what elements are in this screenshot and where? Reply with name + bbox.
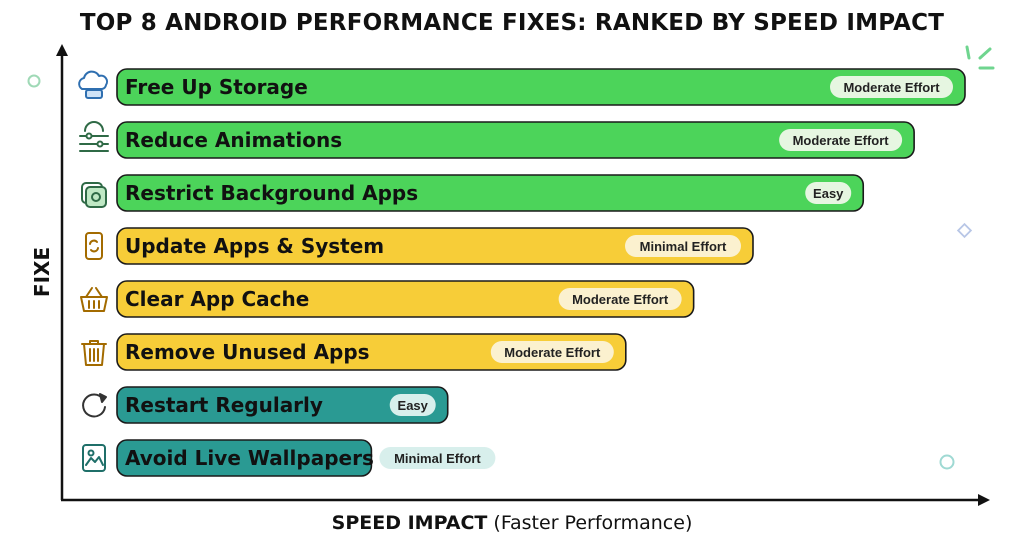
effort-badge-label: Moderate Effort	[504, 345, 601, 360]
effort-badge: Moderate Effort	[779, 129, 903, 151]
effort-badge: Moderate Effort	[490, 341, 614, 363]
bar	[116, 439, 373, 477]
phone-update-icon	[85, 232, 103, 260]
bar-label: Free Up Storage	[125, 75, 308, 99]
chart-title: TOP 8 ANDROID PERFORMANCE FIXES: RANKED …	[79, 10, 945, 36]
animation-sliders-icon	[79, 121, 109, 152]
effort-badge: Minimal Effort	[625, 235, 741, 257]
x-axis-title: SPEED IMPACT (Faster Performance)	[0, 512, 1024, 534]
x-axis-title-rest: (Faster Performance)	[487, 512, 693, 534]
effort-badge-label: Minimal Effort	[640, 239, 727, 254]
decor-circle-right	[939, 454, 955, 470]
bar-label: Restart Regularly	[125, 393, 323, 417]
bar-label: Update Apps & System	[125, 234, 384, 258]
bar-row: Update Apps & System Minimal Effort	[85, 227, 754, 265]
bar-label: Remove Unused Apps	[125, 340, 370, 364]
y-axis-arrow	[56, 44, 68, 56]
effort-badge-label: Moderate Effort	[572, 292, 669, 307]
trash-bin-icon	[81, 340, 107, 366]
restart-arrow-icon	[82, 393, 107, 418]
background-apps-icon	[81, 182, 107, 208]
bar-row: Clear App Cache Moderate Effort	[80, 280, 695, 318]
effort-badge-label: Moderate Effort	[843, 80, 940, 95]
bar	[116, 121, 915, 159]
effort-badge: Easy	[805, 182, 852, 204]
bar-label: Reduce Animations	[125, 128, 342, 152]
axes	[56, 44, 990, 506]
effort-badge-label: Moderate Effort	[793, 133, 890, 148]
effort-badge: Moderate Effort	[830, 76, 953, 98]
bar-row: Free Up Storage Moderate Effort	[78, 68, 966, 106]
bar	[116, 68, 966, 106]
bar	[116, 386, 449, 424]
decorations	[27, 45, 995, 470]
cache-basket-icon	[80, 287, 108, 312]
bar	[116, 227, 754, 265]
effort-badge: Moderate Effort	[558, 288, 682, 310]
x-axis-title-strong: SPEED IMPACT	[331, 512, 488, 534]
effort-badge-label: Easy	[398, 398, 429, 413]
effort-badge: Minimal Effort	[379, 447, 496, 469]
bar-label: Clear App Cache	[125, 287, 309, 311]
bar	[116, 174, 865, 212]
bar-row: Avoid Live Wallpapers Minimal Effort	[82, 439, 496, 477]
bar-row: Restart Regularly Easy	[82, 386, 449, 424]
decor-circle-left	[27, 74, 41, 88]
bar-label: Avoid Live Wallpapers	[125, 446, 374, 470]
bar-row: Reduce Animations Moderate Effort	[79, 121, 915, 159]
effort-badge-label: Minimal Effort	[394, 451, 481, 466]
decor-diamond	[956, 222, 973, 239]
bar-row: Remove Unused Apps Moderate Effort	[81, 333, 627, 371]
x-axis-arrow	[978, 494, 990, 506]
effort-badge-label: Easy	[813, 186, 844, 201]
bar-row: Restrict Background Apps Easy	[81, 174, 865, 212]
cloud-storage-icon	[78, 70, 109, 99]
bar-label: Restrict Background Apps	[125, 181, 418, 205]
bar	[116, 280, 695, 318]
effort-badge: Easy	[389, 394, 436, 416]
wallpaper-image-icon	[82, 444, 106, 472]
decor-sparkle	[965, 45, 995, 70]
